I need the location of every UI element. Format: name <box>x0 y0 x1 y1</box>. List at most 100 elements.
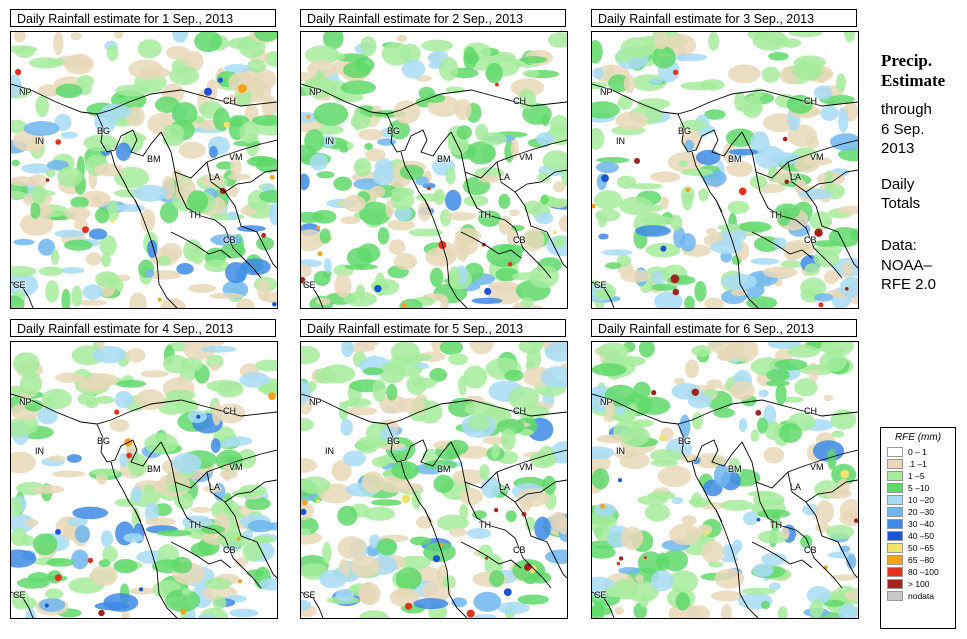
heavy-rain-cell <box>782 136 788 142</box>
rain-patch <box>74 525 91 543</box>
rain-patch <box>319 228 331 244</box>
rain-patch <box>723 142 736 165</box>
country-label: LA <box>790 482 802 492</box>
heavy-rain-cell <box>814 228 823 237</box>
rain-patch <box>140 208 156 233</box>
rain-patch <box>614 606 624 615</box>
legend-swatch <box>887 483 903 493</box>
rain-patch <box>198 614 216 618</box>
rain-patch <box>545 549 567 564</box>
rain-patch <box>694 453 727 469</box>
rain-patch <box>757 530 789 544</box>
country-label: CH <box>513 96 526 106</box>
rain-patch <box>11 451 36 474</box>
rain-patch <box>176 375 185 387</box>
rain-patch <box>459 504 469 520</box>
rain-patch <box>63 53 94 75</box>
rain-patch <box>429 267 444 288</box>
country-label: LA <box>790 172 802 182</box>
rain-patch <box>644 503 671 522</box>
rain-patch <box>11 119 27 134</box>
map-panel-sep-3: Daily Rainfall estimate for 3 Sep., 2013… <box>591 9 861 309</box>
country-label: BM <box>147 464 161 474</box>
rain-patch <box>363 506 395 521</box>
rain-patch <box>710 590 744 602</box>
rainfall-field <box>11 342 277 618</box>
country-border <box>496 471 567 503</box>
rainfall-map: NP IN BG CH BM VM LA TH CB CE <box>591 31 859 309</box>
rain-patch <box>467 415 491 430</box>
rain-patch <box>553 181 566 193</box>
legend-label: > 100 <box>908 579 930 589</box>
rain-patch <box>200 345 237 353</box>
country-border <box>592 591 615 618</box>
rain-patch <box>131 486 143 503</box>
rain-patch <box>464 401 498 417</box>
rain-patch <box>682 193 693 211</box>
country-border <box>96 423 162 467</box>
rain-patch <box>823 394 834 402</box>
rain-patch <box>638 342 655 358</box>
rain-patch <box>601 249 633 256</box>
rain-patch <box>143 484 155 495</box>
heavy-rain-cell <box>432 555 441 563</box>
legend-item: .1 –1 <box>887 458 955 470</box>
rain-patch <box>620 526 644 550</box>
rain-patch <box>128 59 163 79</box>
rain-patch <box>212 595 227 610</box>
rain-patch <box>242 541 264 562</box>
sidebar-daily-line2: Totals <box>881 195 921 212</box>
rain-patch <box>200 174 225 187</box>
rain-patch <box>316 171 335 179</box>
rain-patch <box>445 439 469 455</box>
rainfall-field <box>592 342 858 618</box>
rain-patch <box>787 345 820 358</box>
rain-patch <box>439 209 452 227</box>
rain-patch <box>376 538 398 556</box>
rain-patch <box>47 58 68 66</box>
rain-patch <box>521 297 534 308</box>
rain-patch <box>98 559 111 568</box>
rain-patch <box>453 234 479 256</box>
country-border <box>170 231 232 259</box>
heavy-rain-cell <box>618 556 624 561</box>
rain-patch <box>11 527 28 547</box>
rain-patch <box>813 85 833 100</box>
rain-patch <box>782 396 804 403</box>
rain-patch <box>544 342 567 362</box>
rain-patch <box>746 296 778 308</box>
country-border <box>787 471 858 503</box>
rain-patch <box>421 39 453 52</box>
country-border <box>755 171 843 279</box>
rain-patch <box>37 84 63 97</box>
country-label: CB <box>513 545 526 555</box>
country-border <box>206 471 277 503</box>
heavy-rain-cell <box>440 542 444 546</box>
rain-patch <box>542 475 556 495</box>
rain-patch <box>656 552 670 572</box>
heavy-rain-cell <box>784 179 789 185</box>
rain-patch <box>115 142 132 161</box>
rain-patch <box>123 533 144 543</box>
heavy-rain-cell <box>755 409 762 416</box>
rain-patch <box>473 591 502 612</box>
country-border <box>96 113 162 157</box>
rain-patch <box>176 263 194 275</box>
rain-patch <box>592 446 615 460</box>
legend-item: > 100 <box>887 578 955 590</box>
rain-patch <box>181 588 192 596</box>
rain-patch <box>592 127 605 150</box>
rain-patch <box>436 514 469 531</box>
rain-patch <box>741 587 777 595</box>
rain-patch <box>679 233 696 252</box>
rain-patch <box>463 195 489 207</box>
country-label: VM <box>229 462 243 472</box>
rain-patch <box>411 490 422 510</box>
rain-patch <box>679 414 691 438</box>
panel-title: Daily Rainfall estimate for 5 Sep., 2013 <box>300 319 566 337</box>
rain-patch <box>225 262 247 284</box>
legend-swatch <box>887 495 903 505</box>
rain-patch <box>377 475 411 493</box>
rain-patch <box>182 342 217 360</box>
heavy-rain-cell <box>237 84 247 94</box>
